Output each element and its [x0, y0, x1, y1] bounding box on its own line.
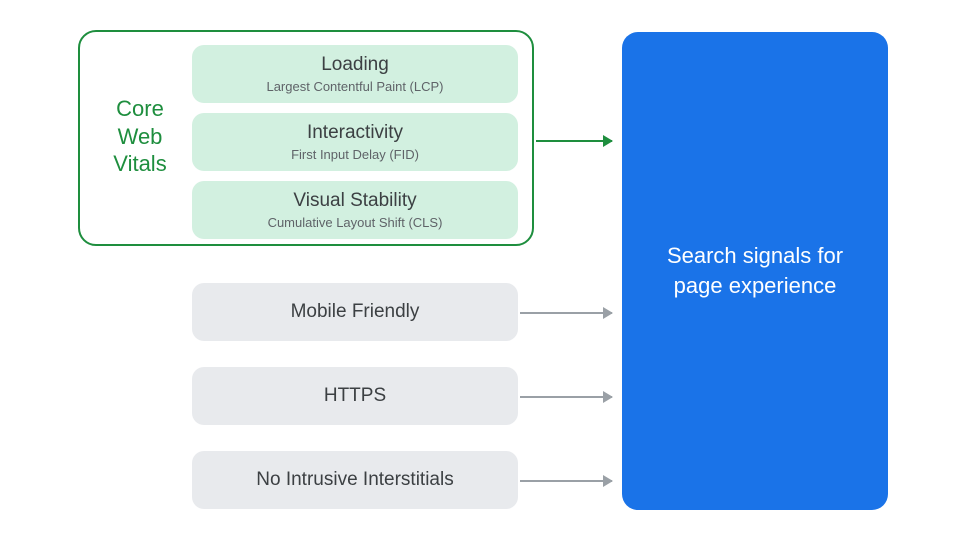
signal-card-https: HTTPS: [192, 367, 518, 425]
signal-label: Mobile Friendly: [291, 301, 420, 323]
vital-title: Visual Stability: [293, 190, 416, 212]
arrow-signal-to-panel: [520, 312, 612, 314]
vital-subtitle: First Input Delay (FID): [291, 147, 419, 162]
arrow-signal-to-panel: [520, 480, 612, 482]
search-signals-panel: Search signals for page experience: [622, 32, 888, 510]
diagram-canvas: CoreWebVitals Loading Largest Contentful…: [0, 0, 960, 540]
vital-subtitle: Largest Contentful Paint (LCP): [266, 79, 443, 94]
vital-subtitle: Cumulative Layout Shift (CLS): [268, 215, 443, 230]
vital-card-interactivity: Interactivity First Input Delay (FID): [192, 113, 518, 171]
signal-card-mobile-friendly: Mobile Friendly: [192, 283, 518, 341]
signal-label: No Intrusive Interstitials: [256, 469, 453, 491]
vital-title: Interactivity: [307, 122, 403, 144]
vital-title: Loading: [321, 54, 389, 76]
panel-title: Search signals for page experience: [665, 241, 845, 300]
signal-label: HTTPS: [324, 385, 386, 407]
arrow-signal-to-panel: [520, 396, 612, 398]
core-web-vitals-label: CoreWebVitals: [95, 95, 185, 178]
vital-card-visual-stability: Visual Stability Cumulative Layout Shift…: [192, 181, 518, 239]
vital-card-loading: Loading Largest Contentful Paint (LCP): [192, 45, 518, 103]
arrow-cwv-to-panel: [536, 140, 612, 142]
signal-card-no-intrusive-interstitials: No Intrusive Interstitials: [192, 451, 518, 509]
